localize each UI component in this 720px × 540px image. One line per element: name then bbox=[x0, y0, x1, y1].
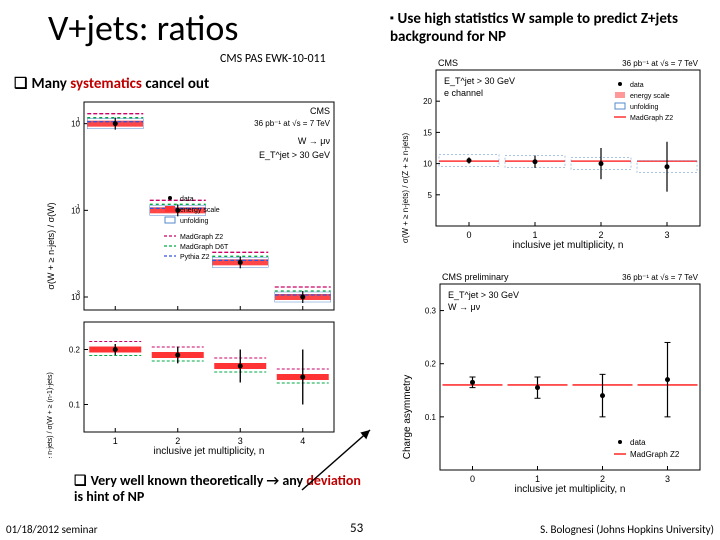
svg-text:CMS preliminary: CMS preliminary bbox=[442, 272, 509, 282]
reference-label: CMS PAS EWK-10-011 bbox=[220, 52, 326, 66]
svg-text:1: 1 bbox=[535, 474, 540, 484]
svg-text:Charge asymmetry: Charge asymmetry bbox=[402, 375, 413, 459]
svg-text:E_T^jet > 30 GeV: E_T^jet > 30 GeV bbox=[448, 290, 519, 300]
square-outline-icon: ❑ bbox=[14, 75, 27, 92]
svg-text:3: 3 bbox=[238, 436, 243, 446]
svg-text:15: 15 bbox=[423, 128, 432, 137]
slide: V+jets: ratios CMS PAS EWK-10-011 ▪Use h… bbox=[0, 0, 720, 540]
svg-text:0.3: 0.3 bbox=[425, 307, 437, 316]
svg-text:0.2: 0.2 bbox=[69, 346, 81, 355]
svg-text:2: 2 bbox=[175, 436, 180, 446]
svg-text:0: 0 bbox=[470, 474, 475, 484]
footer-date: 01/18/2012 seminar bbox=[6, 523, 98, 536]
svg-text:36 pb⁻¹ at √s = 7 TeV: 36 pb⁻¹ at √s = 7 TeV bbox=[622, 273, 699, 282]
svg-text:-1: -1 bbox=[75, 204, 81, 210]
slide-title: V+jets: ratios bbox=[48, 6, 238, 50]
svg-text:W → μν: W → μν bbox=[448, 302, 481, 312]
svg-text:data: data bbox=[630, 82, 644, 89]
svg-text:MadGraph D6T: MadGraph D6T bbox=[180, 244, 229, 251]
svg-text:MadGraph Z2: MadGraph Z2 bbox=[630, 450, 680, 459]
page-number: 53 bbox=[350, 521, 363, 536]
svg-text:2: 2 bbox=[598, 230, 603, 240]
svg-text:36 pb⁻¹ at √s = 7 TeV: 36 pb⁻¹ at √s = 7 TeV bbox=[622, 59, 699, 68]
bullet-top-text: Use high statistics W sample to predict … bbox=[390, 10, 678, 46]
svg-text:4: 4 bbox=[300, 436, 305, 446]
svg-text:inclusive jet multiplicity, n: inclusive jet multiplicity, n bbox=[515, 484, 626, 495]
svg-text:unfolding: unfolding bbox=[180, 218, 209, 225]
svg-text:σ(W + ≥ n-jets) / σ(W + ≥ (n-1: σ(W + ≥ n-jets) / σ(W + ≥ (n-1)-jets) bbox=[47, 372, 54, 458]
chart-right-bottom: 0 1 2 3 0.1 0.2 0.3 CMS preliminary 36 pb⁻¹ at √… bbox=[396, 268, 706, 496]
chart-left-top: 10-310-1101CMS36 pb⁻¹ at √s = 7 TeVW → μ… bbox=[40, 96, 340, 316]
chart-right-top: 0 1 2 3 5 10 15 20 CMS 36 pb⁻¹ at √s = 7 TeV E_T^j… bbox=[396, 54, 706, 252]
svg-text:inclusive jet multiplicity, n: inclusive jet multiplicity, n bbox=[154, 446, 265, 457]
svg-text:0: 0 bbox=[466, 230, 471, 240]
svg-text:e channel: e channel bbox=[444, 88, 483, 98]
bullet-top: ▪Use high statistics W sample to predict… bbox=[390, 10, 700, 46]
svg-text:5: 5 bbox=[428, 191, 433, 200]
svg-text:1: 1 bbox=[77, 118, 81, 124]
svg-text:1: 1 bbox=[532, 230, 537, 240]
svg-text:0.2: 0.2 bbox=[425, 360, 437, 369]
svg-text:3: 3 bbox=[665, 474, 670, 484]
svg-text:10: 10 bbox=[423, 160, 432, 169]
square-outline-icon: ❑ bbox=[74, 472, 87, 488]
svg-text:MadGraph Z2: MadGraph Z2 bbox=[180, 234, 223, 241]
svg-text:data: data bbox=[180, 196, 194, 203]
svg-text:1: 1 bbox=[113, 436, 118, 446]
svg-text:inclusive jet multiplicity, n: inclusive jet multiplicity, n bbox=[513, 240, 624, 251]
svg-text:Pythia Z2: Pythia Z2 bbox=[180, 254, 210, 261]
svg-text:3: 3 bbox=[664, 230, 669, 240]
svg-text:E_T^jet > 30 GeV: E_T^jet > 30 GeV bbox=[444, 76, 515, 86]
svg-text:0.1: 0.1 bbox=[69, 401, 81, 410]
bullet-systematics: ❑Many systematics cancel out bbox=[14, 74, 209, 93]
svg-text:36 pb⁻¹ at √s = 7 TeV: 36 pb⁻¹ at √s = 7 TeV bbox=[254, 119, 331, 128]
svg-text:20: 20 bbox=[423, 97, 432, 106]
square-icon: ▪ bbox=[390, 11, 394, 24]
svg-text:σ(W + ≥ n-jets) / σ(Z + ≥ n-je: σ(W + ≥ n-jets) / σ(Z + ≥ n-jets) bbox=[401, 133, 410, 244]
svg-text:energy scale: energy scale bbox=[630, 93, 670, 100]
bullet-deviation: ❑Very well known theoretically → any dev… bbox=[74, 472, 364, 505]
svg-text:0.1: 0.1 bbox=[425, 413, 437, 422]
chart-left-bottom: 1 2 3 4 0.1 0.2 inclusive jet multiplicity, n σ… bbox=[40, 318, 340, 458]
svg-text:unfolding: unfolding bbox=[630, 104, 659, 111]
svg-text:2: 2 bbox=[600, 474, 605, 484]
svg-text:MadGraph Z2: MadGraph Z2 bbox=[630, 115, 673, 122]
svg-text:CMS: CMS bbox=[310, 106, 330, 116]
svg-text:W → μν: W → μν bbox=[298, 136, 331, 146]
svg-text:CMS: CMS bbox=[438, 58, 458, 68]
svg-text:σ(W + ≥ n-jets) / σ(W): σ(W + ≥ n-jets) / σ(W) bbox=[46, 202, 56, 289]
svg-text:energy scale: energy scale bbox=[180, 207, 220, 214]
svg-text:E_T^jet > 30 GeV: E_T^jet > 30 GeV bbox=[259, 150, 330, 160]
svg-text:-3: -3 bbox=[75, 291, 81, 297]
footer-author: S. Bolognesi (Johns Hopkins University) bbox=[540, 523, 714, 536]
svg-text:data: data bbox=[630, 438, 646, 447]
